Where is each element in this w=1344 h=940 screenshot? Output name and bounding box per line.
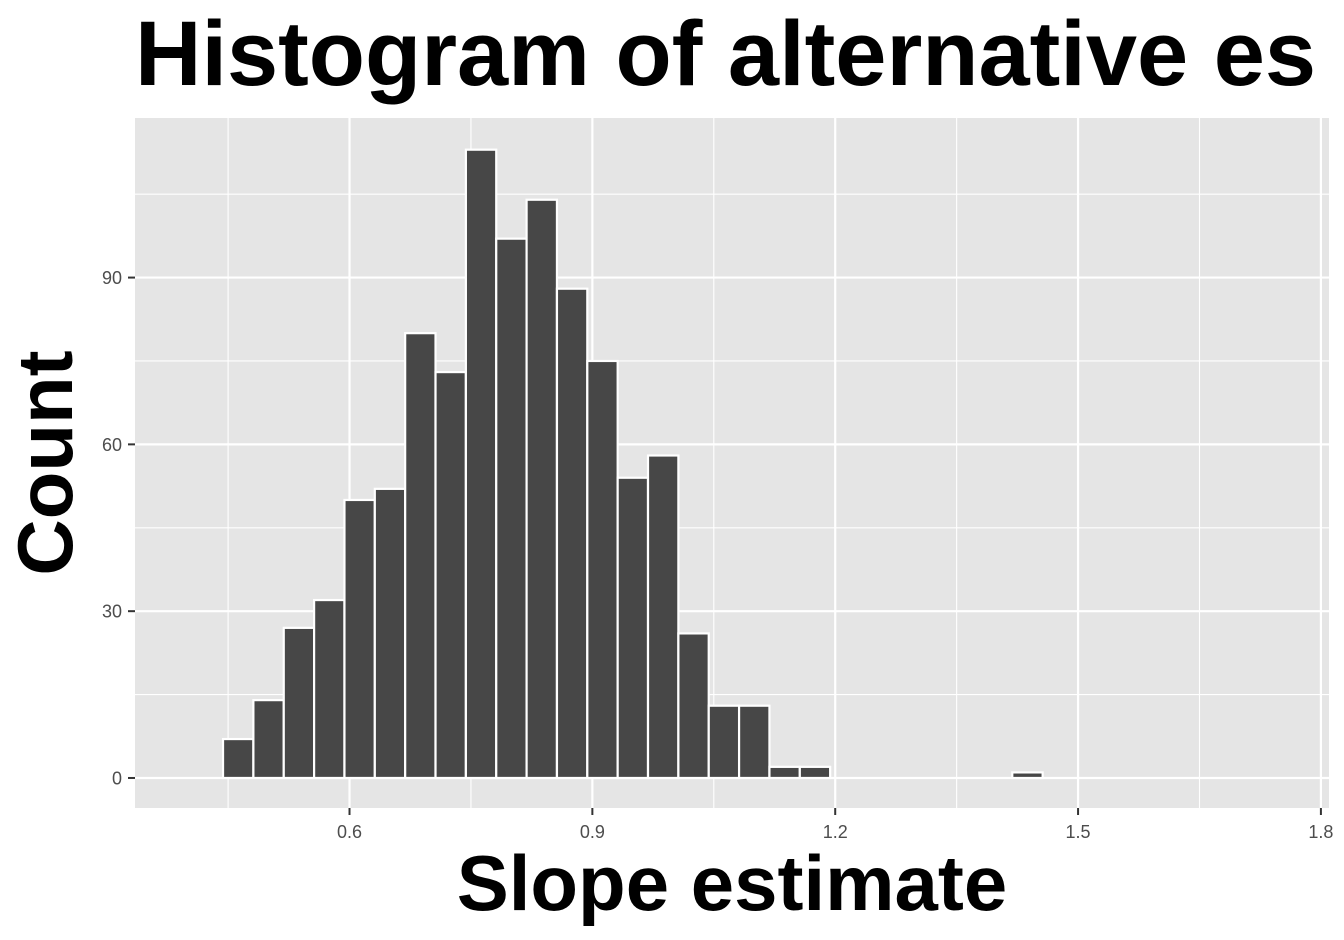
histogram-bar [464,148,498,780]
histogram-bar [313,598,346,780]
histogram-bar [677,632,710,780]
x-tick-label: 0.6 [337,822,362,842]
y-axis-title: Count [1,350,89,575]
histogram-bar [495,237,528,780]
histogram-bar [616,476,650,780]
x-tick-label: 1.2 [823,822,848,842]
bars-layer [221,148,1044,780]
histogram-bar [798,765,832,780]
x-axis-title: Slope estimate [457,839,1008,927]
chart-title: Histogram of alternative es [135,3,1317,105]
histogram-bar [768,765,801,780]
histogram-bar [343,498,376,780]
histogram-bar [282,626,316,780]
histogram-bar [221,737,255,780]
y-axis: 0 30 60 90 [102,268,135,788]
histogram-bar [1011,771,1044,780]
histogram-bar [252,699,285,780]
x-tick-label: 0.9 [580,822,605,842]
histogram-bar [586,359,619,780]
x-axis: 0.6 0.9 1.2 1.5 1.8 [337,808,1333,842]
histogram-bar [434,370,467,780]
y-tick-label: 30 [102,602,122,622]
histogram-bar [404,332,437,780]
y-tick-label: 0 [112,768,122,788]
y-tick-label: 60 [102,435,122,455]
y-tick-label: 90 [102,268,122,288]
histogram-bar [737,704,771,780]
histogram-bar [707,704,741,780]
x-tick-label: 1.8 [1308,822,1333,842]
histogram-bar [373,487,407,780]
histogram-bar [525,198,559,780]
histogram-bar [646,454,680,780]
histogram-bar [555,287,589,780]
x-tick-label: 1.5 [1066,822,1091,842]
